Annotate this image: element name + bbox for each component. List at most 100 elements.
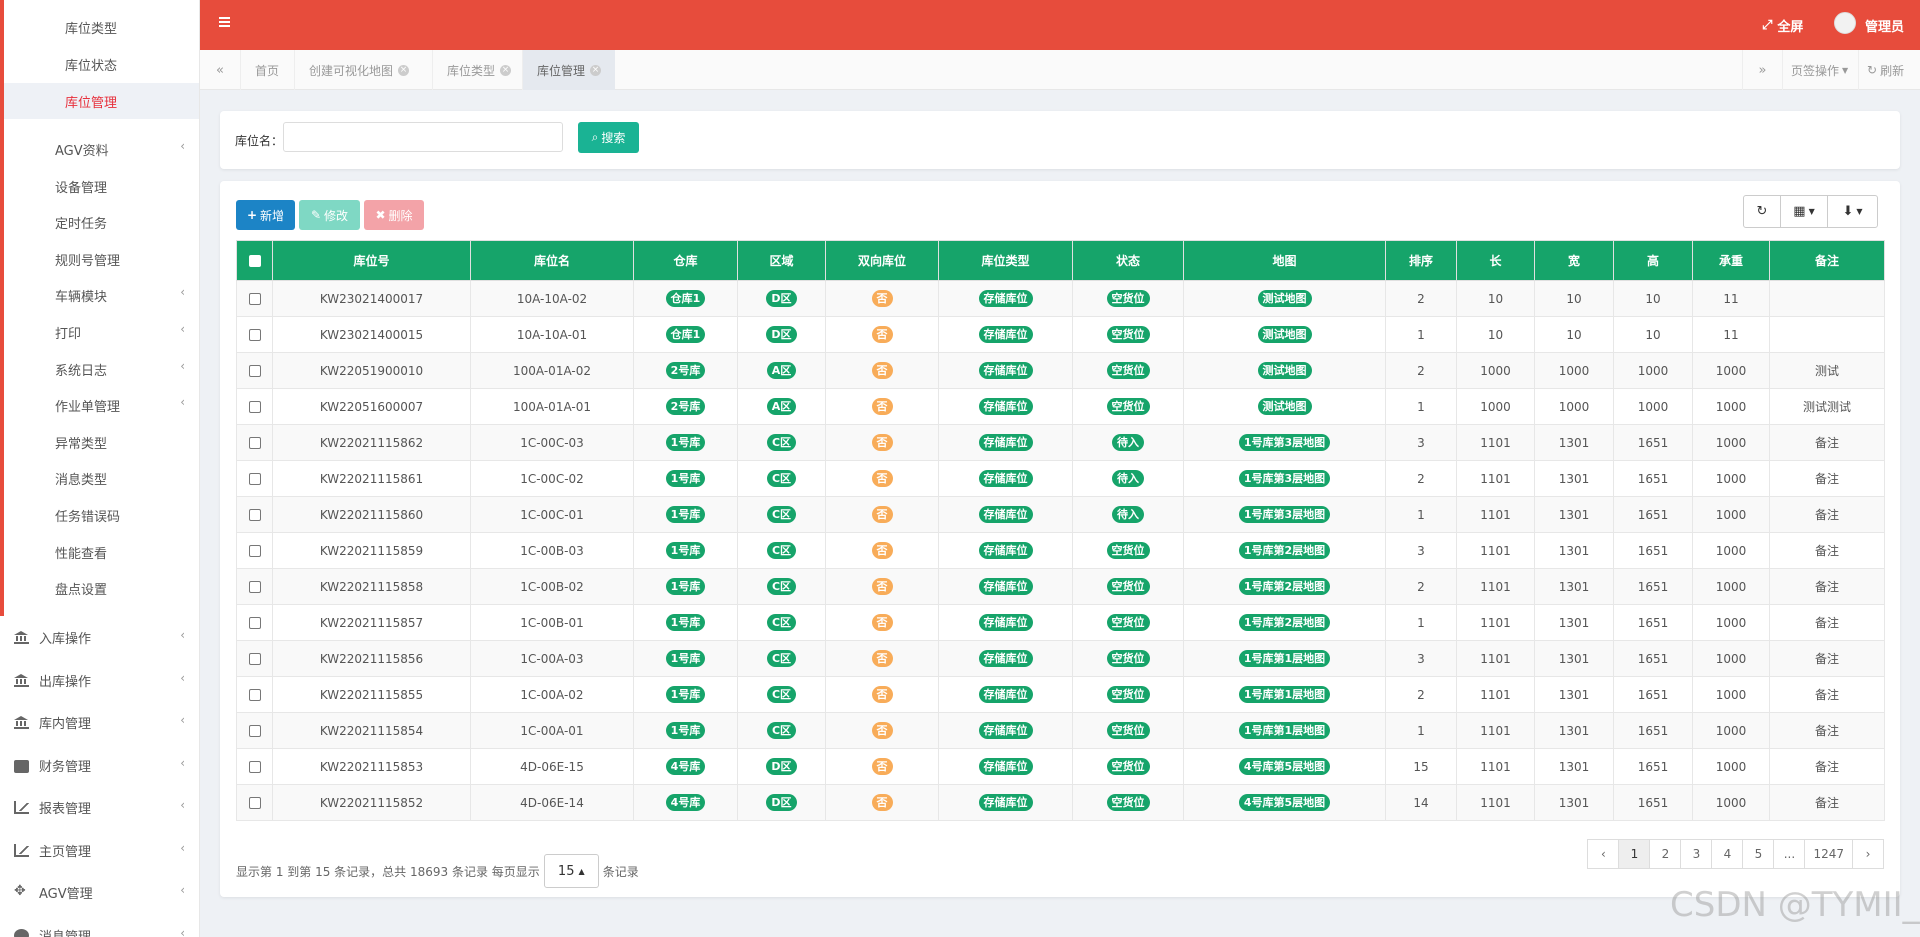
add-button[interactable]: + 新增 (236, 200, 295, 230)
row-checkbox[interactable] (248, 689, 261, 701)
column-header[interactable]: 长 (1456, 240, 1535, 281)
location-name-input[interactable] (283, 122, 563, 152)
close-tab-icon[interactable]: × (500, 64, 512, 76)
sidebar-item[interactable]: 作业单管理 (55, 400, 121, 416)
sidebar-menu-item[interactable]: 报表管理 (14, 798, 91, 817)
edit-button[interactable]: ✎ 修改 (299, 200, 360, 230)
sidebar-item[interactable]: 性能查看 (55, 546, 108, 562)
table-row[interactable]: KW22021115855 1C-00A-02 1号库 C区 否 存储库位 空货位 1号库第1… (236, 676, 1885, 713)
column-header[interactable]: 高 (1613, 240, 1693, 281)
table-row[interactable]: KW23021400015 10A-10A-01 仓库1 D区 否 存储库位 空货位 测试地图… (236, 316, 1885, 353)
row-checkbox[interactable] (248, 761, 261, 773)
page-button[interactable]: 1 (1618, 839, 1651, 869)
sidebar-item[interactable]: 任务错误码 (55, 510, 121, 525)
sidebar-menu-item[interactable]: 主页管理 (14, 841, 91, 860)
page-button[interactable]: › (1852, 839, 1884, 869)
sidebar-menu-item[interactable]: 入库操作 (14, 628, 91, 647)
page-button[interactable]: ‹ (1587, 839, 1620, 869)
page-size-select[interactable]: 15 ▲ (543, 854, 599, 888)
hamburger-icon[interactable] (219, 17, 230, 27)
columns-toggle-button[interactable]: ▦ ▼ (1780, 195, 1828, 228)
page-button[interactable]: ... (1773, 839, 1806, 869)
table-row[interactable]: KW22021115860 1C-00C-01 1号库 C区 否 存储库位 待入 1号库第3层… (236, 496, 1885, 533)
column-header[interactable]: 备注 (1769, 240, 1885, 281)
column-header[interactable]: 状态 (1072, 240, 1184, 281)
search-button[interactable]: ⌕ 搜索 (578, 122, 639, 153)
page-tab[interactable]: 创建可视化地图 × (294, 50, 423, 90)
sidebar-item[interactable]: AGV资料 (55, 144, 109, 159)
row-checkbox[interactable] (248, 545, 261, 557)
column-header[interactable]: 区域 (737, 240, 826, 281)
sidebar-item[interactable]: 消息类型 (55, 473, 108, 489)
sidebar-subitem[interactable]: 库位管理 (65, 96, 118, 111)
sidebar-item[interactable]: 车辆模块 (55, 290, 108, 306)
select-all-checkbox[interactable] (248, 255, 261, 267)
delete-button[interactable]: ✖ 删除 (364, 200, 424, 230)
refresh-tab-button[interactable]: ↻ 刷新 (1858, 50, 1920, 90)
sidebar-item[interactable]: 异常类型 (55, 436, 108, 452)
table-row[interactable]: KW23021400017 10A-10A-02 仓库1 D区 否 存储库位 空货位 测试地图… (236, 280, 1885, 317)
column-header[interactable]: 库位号 (272, 240, 471, 281)
sidebar-item[interactable]: 打印 (55, 327, 82, 342)
column-header[interactable]: 承重 (1692, 240, 1770, 281)
column-header[interactable]: 地图 (1183, 240, 1386, 281)
page-tab[interactable]: 首页 (240, 50, 293, 90)
sidebar-menu-item[interactable]: 库内管理 (14, 713, 91, 732)
row-checkbox[interactable] (248, 581, 261, 593)
refresh-table-button[interactable]: ↻ (1743, 195, 1781, 228)
column-header[interactable]: 库位类型 (938, 240, 1073, 281)
row-checkbox[interactable] (248, 473, 261, 485)
sidebar-item[interactable]: 定时任务 (55, 217, 108, 233)
sidebar-menu-item[interactable]: AGV管理 (14, 883, 93, 902)
table-row[interactable]: KW22051600007 100A-01A-01 2号库 A区 否 存储库位 空货位 测试地… (236, 388, 1885, 425)
table-row[interactable]: KW22021115862 1C-00C-03 1号库 C区 否 存储库位 待入 1号库第3层… (236, 424, 1885, 461)
column-header[interactable]: 宽 (1534, 240, 1614, 281)
page-button[interactable]: 3 (1680, 839, 1713, 869)
row-checkbox[interactable] (248, 509, 261, 521)
page-button[interactable]: 2 (1649, 839, 1682, 869)
column-header[interactable]: 库位名 (470, 240, 634, 281)
user-name[interactable]: 管理员 (1865, 20, 1905, 35)
page-button[interactable]: 1247 (1804, 839, 1853, 869)
row-checkbox[interactable] (248, 653, 261, 665)
row-checkbox[interactable] (248, 437, 261, 449)
page-button[interactable]: 5 (1742, 839, 1775, 869)
sidebar-item[interactable]: 设备管理 (55, 180, 108, 196)
row-checkbox[interactable] (248, 365, 261, 377)
sidebar-menu-item[interactable]: 出库操作 (14, 671, 91, 690)
table-row[interactable]: KW22021115852 4D-06E-14 4号库 D区 否 存储库位 空货位 4号库第5… (236, 784, 1885, 821)
sidebar-item[interactable]: 系统日志 (55, 363, 108, 379)
fullscreen-button[interactable]: ⤢ 全屏 (1762, 16, 1803, 35)
table-row[interactable]: KW22021115856 1C-00A-03 1号库 C区 否 存储库位 空货位 1号库第1… (236, 640, 1885, 677)
sidebar-subitem[interactable]: 库位状态 (65, 59, 118, 74)
row-checkbox[interactable] (248, 797, 261, 809)
page-tab[interactable]: 库位类型 × (432, 50, 525, 90)
page-tab[interactable]: 库位管理 × (522, 50, 616, 90)
row-checkbox[interactable] (248, 617, 261, 629)
sidebar-item[interactable]: 盘点设置 (55, 583, 108, 599)
tabs-prev-button[interactable]: « (200, 50, 240, 90)
export-button[interactable]: ⬇ ▼ (1827, 195, 1878, 228)
row-checkbox[interactable] (248, 725, 261, 737)
sidebar-menu-item[interactable]: 消息管理 (14, 926, 91, 937)
tabs-next-button[interactable]: » (1742, 50, 1782, 90)
close-tab-icon[interactable]: × (590, 64, 602, 76)
sidebar-menu-item[interactable]: 财务管理 (14, 756, 91, 775)
table-row[interactable]: KW22021115854 1C-00A-01 1号库 C区 否 存储库位 空货位 1号库第1… (236, 712, 1885, 749)
sidebar-item[interactable]: 规则号管理 (55, 253, 121, 269)
row-checkbox[interactable] (248, 329, 261, 341)
close-tab-icon[interactable]: × (398, 64, 410, 76)
column-header[interactable]: 仓库 (633, 240, 738, 281)
table-row[interactable]: KW22021115857 1C-00B-01 1号库 C区 否 存储库位 空货位 1号库第2… (236, 604, 1885, 641)
sidebar-subitem[interactable]: 库位类型 (65, 22, 118, 37)
table-row[interactable]: KW22021115859 1C-00B-03 1号库 C区 否 存储库位 空货位 1号库第2… (236, 532, 1885, 569)
row-checkbox[interactable] (248, 401, 261, 413)
avatar[interactable] (1834, 12, 1856, 34)
column-header[interactable]: 双向库位 (825, 240, 939, 281)
table-row[interactable]: KW22021115858 1C-00B-02 1号库 C区 否 存储库位 空货位 1号库第2… (236, 568, 1885, 605)
row-checkbox[interactable] (248, 293, 261, 305)
table-row[interactable]: KW22021115861 1C-00C-02 1号库 C区 否 存储库位 待入 1号库第3层… (236, 460, 1885, 497)
tab-ops-dropdown[interactable]: 页签操作 ▼ (1782, 50, 1858, 90)
column-header[interactable]: 排序 (1385, 240, 1457, 281)
table-row[interactable]: KW22021115853 4D-06E-15 4号库 D区 否 存储库位 空货位 4号库第5… (236, 748, 1885, 785)
